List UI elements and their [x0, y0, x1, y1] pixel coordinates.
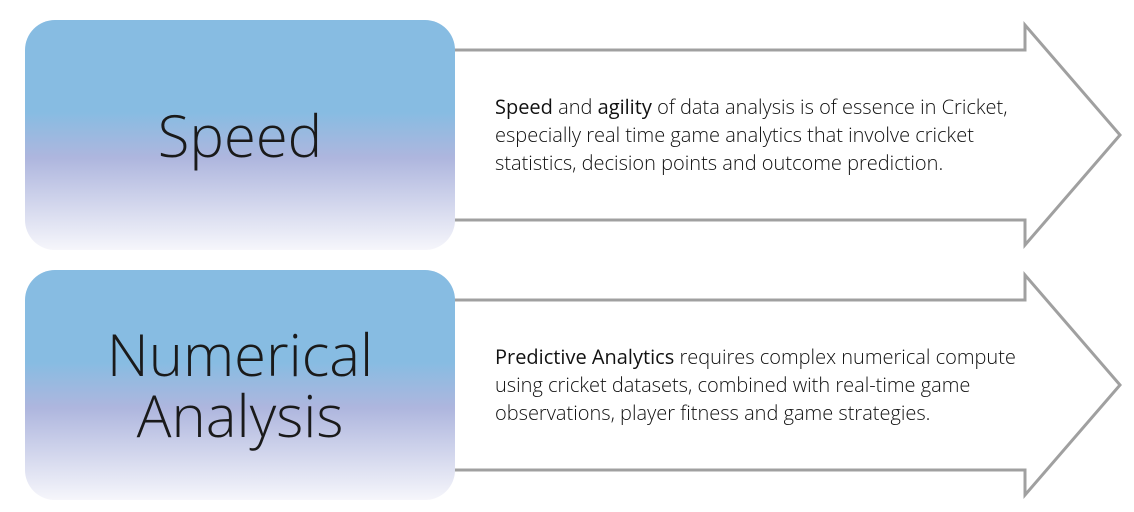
description-numerical: Predictive Analytics requires complex nu… — [495, 343, 1055, 427]
title-text-numerical: Numerical Analysis — [47, 324, 433, 446]
title-card-numerical: Numerical Analysis — [25, 270, 455, 500]
bold-span: agility — [598, 93, 652, 120]
text-span: and — [553, 93, 598, 120]
title-text-speed: Speed — [158, 105, 322, 166]
diagram-canvas: Speed Speed and agility of data analysis… — [0, 0, 1134, 512]
description-speed: Speed and agility of data analysis is of… — [495, 93, 1055, 177]
bold-span: Predictive Analytics — [495, 343, 674, 370]
info-block-numerical: Numerical Analysis Predictive Analytics … — [25, 270, 1125, 500]
info-block-speed: Speed Speed and agility of data analysis… — [25, 20, 1125, 250]
title-card-speed: Speed — [25, 20, 455, 250]
bold-span: Speed — [495, 93, 553, 120]
